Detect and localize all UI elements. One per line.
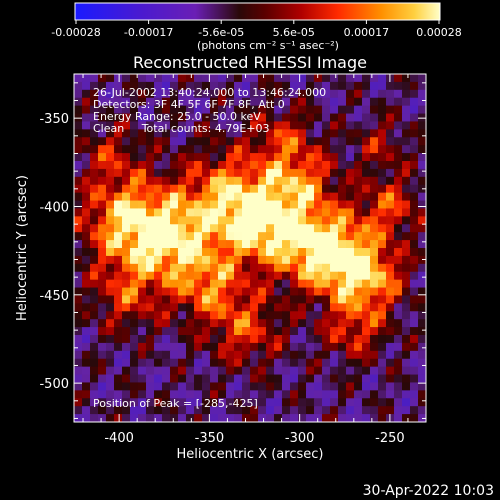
x-axis-label: Heliocentric X (arcsec) [177,447,324,462]
colorbar-tick-label: 0.00017 [344,26,390,39]
annotation-time: 26-Jul-2002 13:40:24.000 to 13:46:24.000 [93,86,326,99]
x-axis-ticks: -400 -350 -300 -250 [82,74,427,446]
heatmap-image [74,74,426,422]
y-tick-label: -400 [39,200,69,215]
colorbar-unit-label: (photons cm⁻² s⁻¹ asec⁻²) [197,39,339,52]
y-tick-label: -450 [39,289,69,304]
colorbar-tick-label: -0.00017 [124,26,173,39]
colorbar-tick-label: -5.6e-05 [198,26,244,39]
colorbar-ticks [75,20,440,24]
annotation-clean: Clean Total counts: 4.79E+03 [93,122,270,135]
x-tick-label: -400 [104,431,134,446]
x-tick-label: -350 [195,431,225,446]
peak-position-label: Position of Peak = [-285,-425] [93,397,258,410]
plot-frame [73,73,427,423]
annotation-detectors: Detectors: 3F 4F 5F 6F 7F 8F, Att 0 [93,98,285,111]
y-axis-label: Heliocentric Y (arcsec) [15,175,30,321]
y-tick-label: -500 [39,377,69,392]
timestamp: 30-Apr-2022 10:03 [363,483,494,499]
x-tick-label: -250 [375,431,405,446]
y-axis-ticks: -350 -400 -450 -500 [39,82,426,419]
chart-title: Reconstructed RHESSI Image [133,53,367,72]
colorbar-tick-label: 5.6e-05 [273,26,315,39]
colorbar [74,2,441,21]
y-tick-label: -350 [39,112,69,127]
colorbar-tick-labels: -0.00028 -0.00017 -5.6e-05 5.6e-05 0.00017 0.… [51,26,461,39]
colorbar-tick-label: 0.00028 [416,26,462,39]
annotation-energy: Energy Range: 25.0 - 50.0 keV [93,110,261,123]
annotation-block: 26-Jul-2002 13:40:24.000 to 13:46:24.000… [93,86,326,135]
colorbar-tick-label: -0.00028 [51,26,100,39]
x-tick-label: -300 [285,431,315,446]
